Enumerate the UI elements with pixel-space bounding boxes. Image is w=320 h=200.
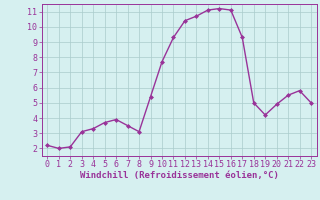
X-axis label: Windchill (Refroidissement éolien,°C): Windchill (Refroidissement éolien,°C) <box>80 171 279 180</box>
